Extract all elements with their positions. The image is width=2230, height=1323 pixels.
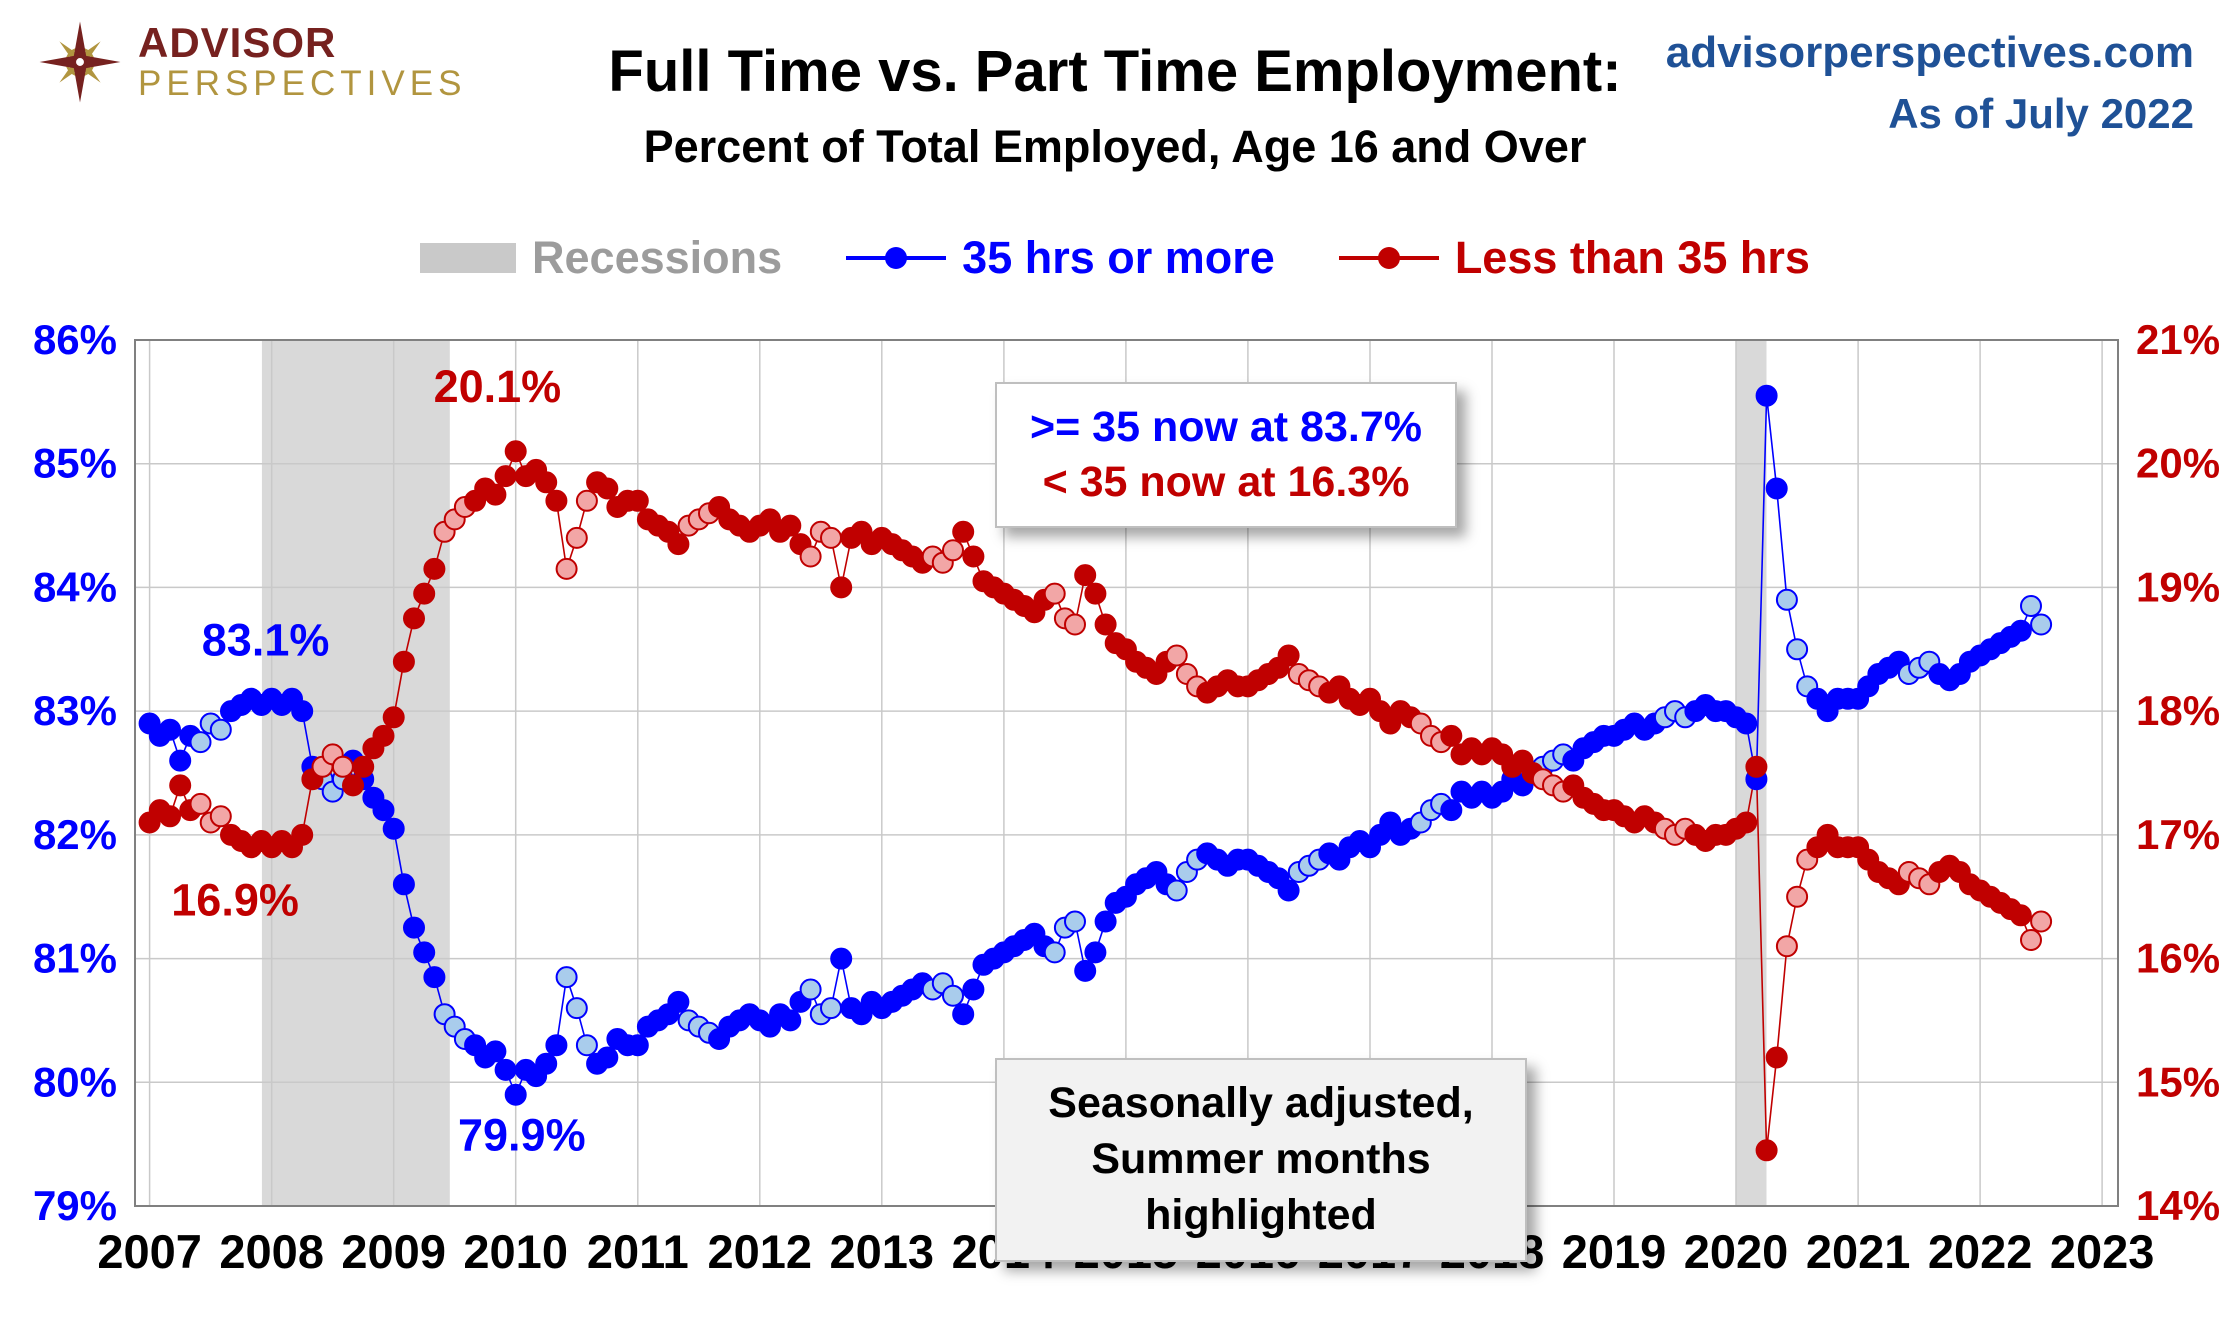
svg-text:16.9%: 16.9%	[171, 874, 299, 925]
logo-advisor-text: ADVISOR	[138, 18, 337, 66]
as-of-date: As of July 2022	[1888, 90, 2194, 137]
svg-text:17%: 17%	[2136, 811, 2220, 858]
full-time-marker-icon	[846, 243, 947, 273]
legend: Recessions 35 hrs or more Less than 35 h…	[0, 232, 2230, 284]
recession-bands	[261, 340, 1767, 1206]
chart-annotations: 20.1% 83.1% 16.9% 79.9%	[171, 361, 585, 1160]
svg-text:2008: 2008	[219, 1225, 324, 1278]
left-axis-tick-labels: 79% 80% 81% 82% 83% 84% 85% 86%	[33, 316, 117, 1229]
seasonal-note-callout: Seasonally adjusted, Summer months highl…	[995, 1058, 1527, 1262]
svg-text:2022: 2022	[1928, 1225, 2033, 1278]
svg-text:14%: 14%	[2136, 1182, 2220, 1229]
svg-text:19%: 19%	[2136, 563, 2220, 610]
svg-text:2020: 2020	[1684, 1225, 1789, 1278]
svg-text:18%: 18%	[2136, 687, 2220, 734]
part-time-marker-icon	[1338, 243, 1439, 273]
svg-text:2023: 2023	[2050, 1225, 2155, 1278]
source-block: advisorperspectives.com As of July 2022	[1666, 28, 2194, 138]
full-time-label: 35 hrs or more	[962, 232, 1275, 283]
page-title: Full Time vs. Part Time Employment:	[608, 39, 1622, 104]
part-time-points	[138, 440, 2053, 1162]
full-time-points	[138, 384, 2053, 1106]
svg-text:2019: 2019	[1562, 1225, 1667, 1278]
svg-text:85%: 85%	[33, 440, 117, 487]
svg-text:20%: 20%	[2136, 440, 2220, 487]
svg-text:80%: 80%	[33, 1058, 117, 1105]
svg-text:83%: 83%	[33, 687, 117, 734]
svg-text:86%: 86%	[33, 316, 117, 363]
svg-text:2010: 2010	[463, 1225, 568, 1278]
legend-item-recessions: Recessions	[420, 232, 782, 284]
part-time-current-value: < 35 now at 16.3%	[1042, 458, 1410, 507]
svg-text:81%: 81%	[33, 935, 117, 982]
source-website: advisorperspectives.com	[1665, 28, 2194, 77]
svg-text:15%: 15%	[2136, 1058, 2220, 1105]
title-block: Full Time vs. Part Time Employment: Perc…	[608, 38, 1621, 173]
recession-swatch	[420, 243, 517, 273]
svg-text:79.9%: 79.9%	[458, 1109, 586, 1160]
seasonal-note-line1: Seasonally adjusted,	[1048, 1079, 1474, 1127]
svg-text:2007: 2007	[97, 1225, 202, 1278]
recessions-label: Recessions	[532, 232, 783, 283]
svg-text:2011: 2011	[587, 1225, 689, 1278]
full-time-current-value: >= 35 now at 83.7%	[1030, 403, 1422, 451]
svg-text:16%: 16%	[2136, 935, 2220, 982]
advisor-perspectives-logo: ADVISOR PERSPECTIVES	[36, 18, 466, 106]
logo-perspectives-text: PERSPECTIVES	[138, 63, 467, 103]
svg-text:2021: 2021	[1806, 1225, 1911, 1278]
svg-text:2009: 2009	[341, 1225, 446, 1278]
page-subtitle: Percent of Total Employed, Age 16 and Ov…	[643, 121, 1587, 172]
svg-text:2012: 2012	[708, 1225, 813, 1278]
legend-item-part-time: Less than 35 hrs	[1338, 232, 1810, 284]
svg-text:79%: 79%	[33, 1182, 117, 1229]
svg-text:2013: 2013	[830, 1225, 935, 1278]
right-axis-tick-labels: 14% 15% 16% 17% 18% 19% 20% 21%	[2136, 316, 2220, 1229]
svg-text:83.1%: 83.1%	[202, 615, 330, 666]
svg-text:84%: 84%	[33, 563, 117, 610]
part-time-label: Less than 35 hrs	[1454, 232, 1810, 283]
legend-item-full-time: 35 hrs or more	[846, 232, 1275, 284]
seasonal-note-line2: Summer months highlighted	[1091, 1134, 1431, 1239]
logo-text: ADVISOR PERSPECTIVES	[138, 18, 467, 104]
svg-text:21%: 21%	[2136, 316, 2220, 363]
current-values-callout: >= 35 now at 83.7% < 35 now at 16.3%	[995, 382, 1457, 529]
compass-rose-icon	[39, 21, 121, 103]
svg-text:20.1%: 20.1%	[434, 361, 562, 412]
svg-text:82%: 82%	[33, 811, 117, 858]
